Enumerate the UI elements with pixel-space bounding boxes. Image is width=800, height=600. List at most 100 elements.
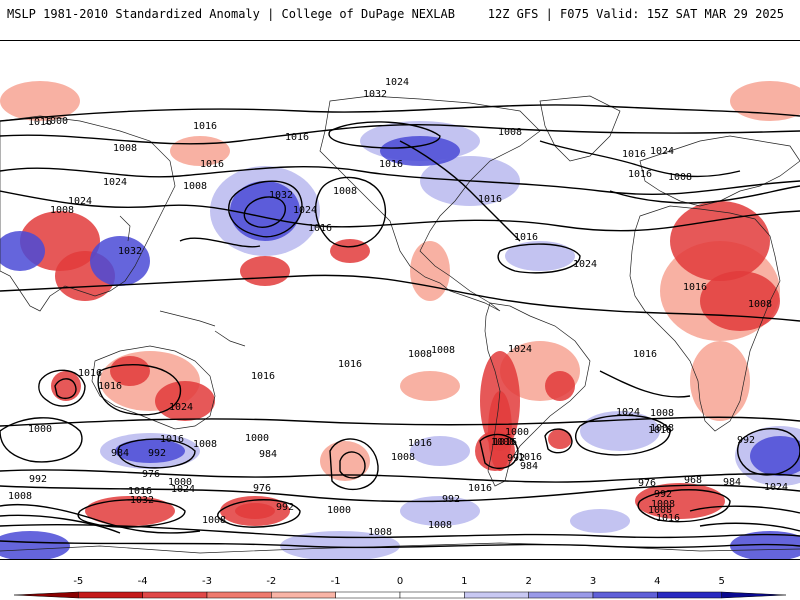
isobar-line [38,369,86,407]
anomaly-region [280,531,400,559]
isobar-label: 1008 [431,345,455,356]
isobar-label: 976 [638,478,656,489]
isobar-layer [0,104,800,549]
anomaly-region [410,436,470,466]
anomaly-region [505,241,575,271]
anomaly-region [90,236,150,286]
colorbar-swatch [78,591,143,599]
isobar-line [314,176,386,248]
colorbar: -5 -4 -3 -2 -1 0 1 2 3 4 5 [0,572,800,600]
isobar-label: 1016 [478,194,502,205]
map-title: MSLP 1981-2010 Standardized Anomaly | Co… [7,7,455,21]
isobar-label: 1000 [491,437,515,448]
isobar-label: 1016 [379,159,403,170]
isobar-line [539,140,741,178]
anomaly-region [230,181,300,241]
isobar-line [0,540,800,549]
isobar-label: 1024 [508,344,532,355]
anomaly-fill-layer [0,81,800,559]
isobar-label: 1016 [656,513,680,524]
isobar-label: 1008 [428,520,452,531]
isobar-label: 1024 [171,484,195,495]
anomaly-region [400,496,480,526]
isobar-line [0,123,800,145]
isobar-label: 1000 [505,427,529,438]
anomaly-region [548,429,572,449]
colorbar-swatch [592,591,658,599]
isobar-label: 1008 [650,423,674,434]
colorbar-tick-label: 1 [461,576,467,587]
isobar-label: 1008 [408,349,432,360]
anomaly-region [670,201,770,281]
colorbar-swatch [399,591,465,599]
isobar-line [0,416,800,427]
anomaly-region [410,241,450,301]
anomaly-region [730,81,800,121]
isobar-line [97,364,182,416]
isobar-label: 1008 [113,143,137,154]
isobar-label: 1016 [128,486,152,497]
isobar-label: 1024 [573,259,597,270]
colorbar-tick-label: -3 [202,576,212,587]
isobar-label: 1024 [103,177,127,188]
isobar-line [0,190,800,232]
isobar-label: 1016 [622,149,646,160]
isobar-label: 976 [142,469,160,480]
isobar-line [0,417,83,463]
anomaly-region [545,371,575,401]
colorbar-tick-label: -2 [266,576,276,587]
isobar-label: 1016 [98,381,122,392]
anomaly-region [400,371,460,401]
isobar-label: 1008 [648,505,672,516]
colorbar-tick-label: 4 [654,576,660,587]
isobar-label: 992 [29,474,47,485]
isobar-label: 1016 [408,438,432,449]
colorbar-tick-label: 2 [525,576,531,587]
colorbar-swatch [13,591,79,599]
isobar-line [689,505,800,514]
colorbar-swatch [657,591,722,599]
isobar-line [117,438,196,469]
isobar-line [0,484,800,503]
valid-time-label: 12Z GFS | F075 Valid: 15Z SAT MAR 29 202… [487,7,784,21]
isobar-line [339,451,366,479]
isobar-label: 1016 [251,371,275,382]
isobar-label: 992 [654,489,672,500]
isobar-label: 1008 [368,527,392,538]
colorbar-tick-label: -1 [331,576,341,587]
isobar-label: 1016 [78,368,102,379]
isobar-label: 1008 [668,172,692,183]
isobar-label: 1016 [518,452,542,463]
anomaly-region [85,496,175,526]
isobar-line [0,469,800,483]
coastline-layer [0,95,800,554]
anomaly-map: 1024 1032 1016 1000 1016 1008 1016 1008 1016 1032… [0,40,800,560]
isobar-label: 1008 [651,499,675,510]
isobar-label: 1016 [633,349,657,360]
isobar-label: 1016 [308,223,332,234]
colorbar-swatch [721,591,787,599]
isobar-label: 1016 [200,159,224,170]
isobar-label: 1008 [748,299,772,310]
isobar-label: 1016 [160,434,184,445]
isobar-label: 1032 [130,495,154,506]
isobar-label: 992 [737,435,755,446]
isobar-label: 1024 [650,146,674,157]
colorbar-tick-label: -4 [138,576,148,587]
isobar-label: 1000 [28,424,52,435]
colorbar-tick-label: 5 [718,576,724,587]
colorbar-swatch [206,591,272,599]
isobar-line [699,522,800,532]
isobar-label: 1032 [363,89,387,100]
isobar-label: 1032 [118,246,142,257]
isobar-label: 1016 [468,483,492,494]
anomaly-region [380,136,460,166]
isobar-label: 1016 [514,232,538,243]
isobar-line [54,378,77,400]
isobar-label: 984 [520,461,538,472]
colorbar-ticks: -5 -4 -3 -2 -1 0 1 2 3 4 5 [73,576,725,587]
isobar-line [544,428,573,454]
anomaly-region [235,503,275,519]
isobar-label: 992 [148,448,166,459]
